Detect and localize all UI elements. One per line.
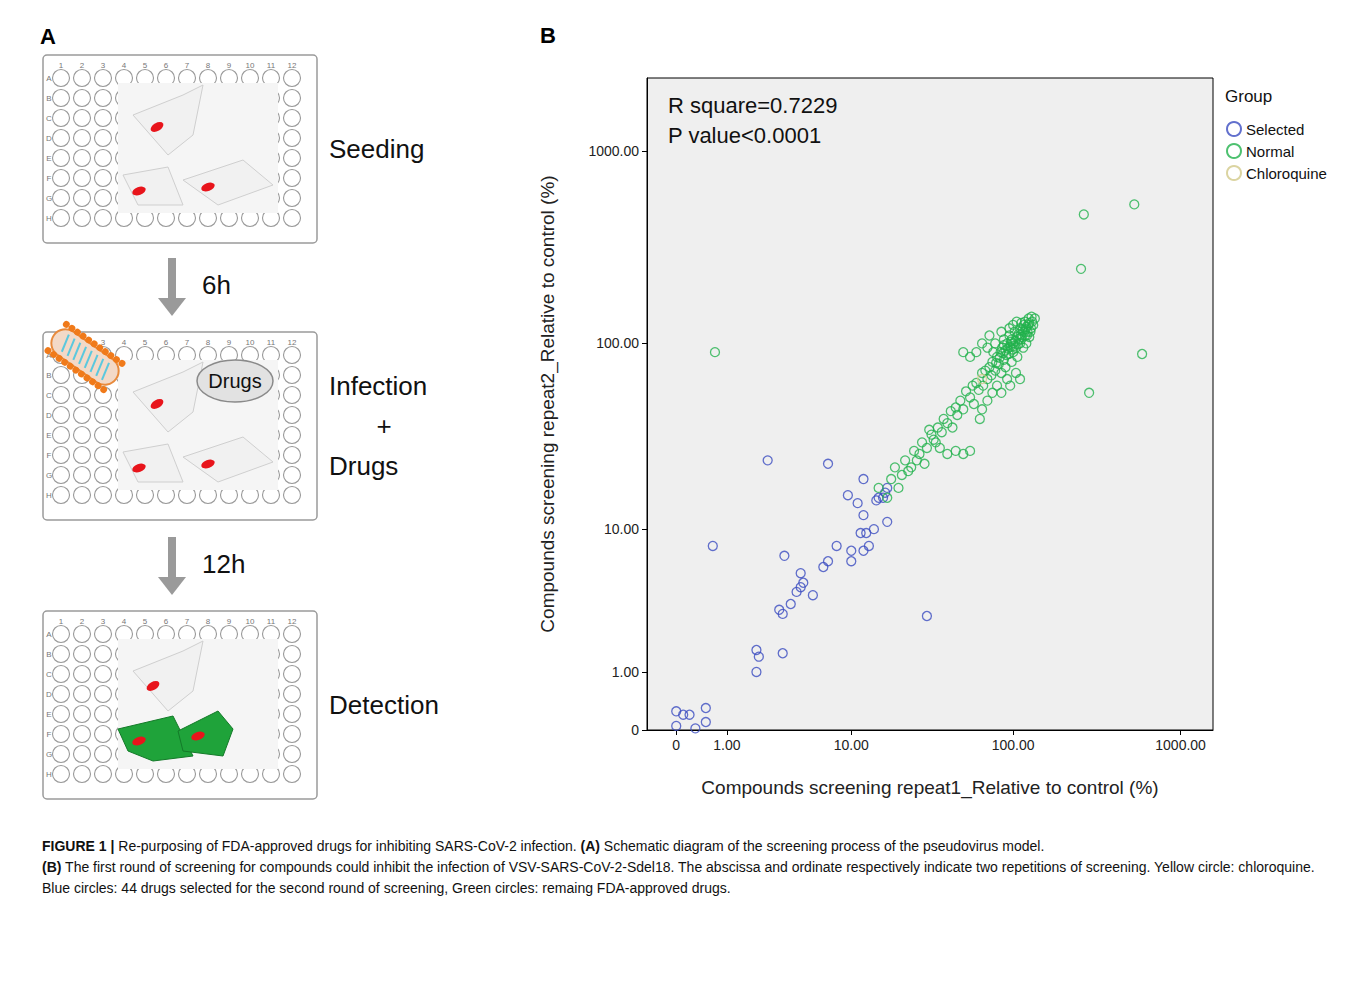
svg-text:Group: Group bbox=[1225, 87, 1272, 106]
svg-text:5: 5 bbox=[143, 617, 148, 626]
svg-text:A: A bbox=[46, 74, 52, 83]
svg-text:7: 7 bbox=[185, 338, 190, 347]
svg-text:5: 5 bbox=[143, 61, 148, 70]
svg-text:E: E bbox=[46, 431, 51, 440]
svg-text:7: 7 bbox=[185, 61, 190, 70]
svg-text:A: A bbox=[40, 24, 56, 49]
svg-text:4: 4 bbox=[122, 61, 127, 70]
svg-text:H: H bbox=[46, 770, 52, 779]
svg-text:3: 3 bbox=[100, 338, 106, 347]
svg-text:2: 2 bbox=[80, 617, 85, 626]
svg-text:100.00: 100.00 bbox=[992, 737, 1035, 753]
svg-text:12: 12 bbox=[288, 61, 297, 70]
svg-text:R square=0.7229: R square=0.7229 bbox=[668, 93, 837, 118]
svg-text:Chloroquine: Chloroquine bbox=[1246, 165, 1327, 182]
svg-text:11: 11 bbox=[267, 61, 276, 70]
svg-text:B: B bbox=[46, 650, 51, 659]
svg-text:D: D bbox=[46, 411, 52, 420]
svg-text:1.00: 1.00 bbox=[713, 737, 740, 753]
svg-text:100.00: 100.00 bbox=[596, 335, 639, 351]
svg-text:C: C bbox=[46, 670, 52, 679]
svg-text:Selected: Selected bbox=[1246, 121, 1304, 138]
svg-text:Infection: Infection bbox=[329, 371, 427, 401]
svg-text:4: 4 bbox=[122, 617, 127, 626]
svg-text:9: 9 bbox=[227, 617, 232, 626]
svg-text:1000.00: 1000.00 bbox=[588, 143, 639, 159]
svg-text:3: 3 bbox=[101, 617, 106, 626]
svg-text:6: 6 bbox=[164, 61, 169, 70]
svg-text:H: H bbox=[46, 491, 52, 500]
svg-text:4: 4 bbox=[122, 338, 127, 347]
svg-text:D: D bbox=[46, 690, 52, 699]
svg-text:8: 8 bbox=[206, 617, 211, 626]
svg-text:12h: 12h bbox=[202, 549, 245, 579]
svg-text:Drugs: Drugs bbox=[208, 370, 261, 392]
svg-text:B: B bbox=[46, 371, 51, 380]
svg-text:E: E bbox=[46, 710, 51, 719]
svg-text:G: G bbox=[46, 750, 52, 759]
svg-text:+: + bbox=[376, 411, 391, 441]
svg-text:10: 10 bbox=[246, 61, 255, 70]
svg-text:F: F bbox=[47, 174, 52, 183]
svg-text:Compounds screening repeat2_Re: Compounds screening repeat2_Relative to … bbox=[537, 175, 559, 632]
svg-text:Compounds screening repeat1_Re: Compounds screening repeat1_Relative to … bbox=[701, 777, 1158, 799]
svg-text:G: G bbox=[46, 471, 52, 480]
svg-text:10: 10 bbox=[246, 617, 255, 626]
svg-text:E: E bbox=[46, 154, 51, 163]
svg-text:H: H bbox=[46, 214, 52, 223]
svg-text:Detection: Detection bbox=[329, 690, 439, 720]
svg-text:5: 5 bbox=[143, 338, 148, 347]
svg-text:8: 8 bbox=[206, 61, 211, 70]
svg-text:2: 2 bbox=[80, 61, 85, 70]
svg-text:6: 6 bbox=[164, 617, 169, 626]
svg-text:B: B bbox=[540, 23, 556, 48]
svg-text:0: 0 bbox=[672, 737, 680, 753]
svg-text:10.00: 10.00 bbox=[604, 521, 639, 537]
svg-text:10.00: 10.00 bbox=[834, 737, 869, 753]
svg-text:11: 11 bbox=[267, 617, 276, 626]
svg-text:10: 10 bbox=[246, 338, 255, 347]
svg-text:F: F bbox=[47, 730, 52, 739]
svg-text:8: 8 bbox=[206, 338, 211, 347]
svg-text:Drugs: Drugs bbox=[329, 451, 398, 481]
svg-text:6: 6 bbox=[164, 338, 169, 347]
svg-text:B: B bbox=[46, 94, 51, 103]
svg-text:G: G bbox=[46, 194, 52, 203]
svg-text:9: 9 bbox=[227, 61, 232, 70]
svg-text:F: F bbox=[47, 451, 52, 460]
svg-text:6h: 6h bbox=[202, 270, 231, 300]
svg-text:C: C bbox=[46, 114, 52, 123]
svg-text:Normal: Normal bbox=[1246, 143, 1294, 160]
svg-text:Seeding: Seeding bbox=[329, 134, 424, 164]
svg-text:9: 9 bbox=[227, 338, 232, 347]
svg-text:7: 7 bbox=[185, 617, 190, 626]
svg-text:P value<0.0001: P value<0.0001 bbox=[668, 123, 821, 148]
svg-text:C: C bbox=[46, 391, 52, 400]
svg-text:A: A bbox=[46, 630, 52, 639]
svg-text:0: 0 bbox=[631, 722, 639, 738]
html-text:(B) The first round of screeni: (B) The first round of screening for com… bbox=[42, 859, 1315, 896]
svg-text:1: 1 bbox=[59, 61, 64, 70]
html-text:FIGURE 1 | Re-purposing of FDA: FIGURE 1 | Re-purposing of FDA-approved … bbox=[42, 838, 1045, 854]
svg-text:1: 1 bbox=[59, 617, 64, 626]
svg-text:D: D bbox=[46, 134, 52, 143]
svg-text:12: 12 bbox=[288, 617, 297, 626]
svg-text:1000.00: 1000.00 bbox=[1155, 737, 1206, 753]
svg-text:3: 3 bbox=[101, 61, 106, 70]
svg-text:11: 11 bbox=[267, 338, 276, 347]
svg-text:12: 12 bbox=[288, 338, 297, 347]
svg-text:1.00: 1.00 bbox=[612, 664, 639, 680]
